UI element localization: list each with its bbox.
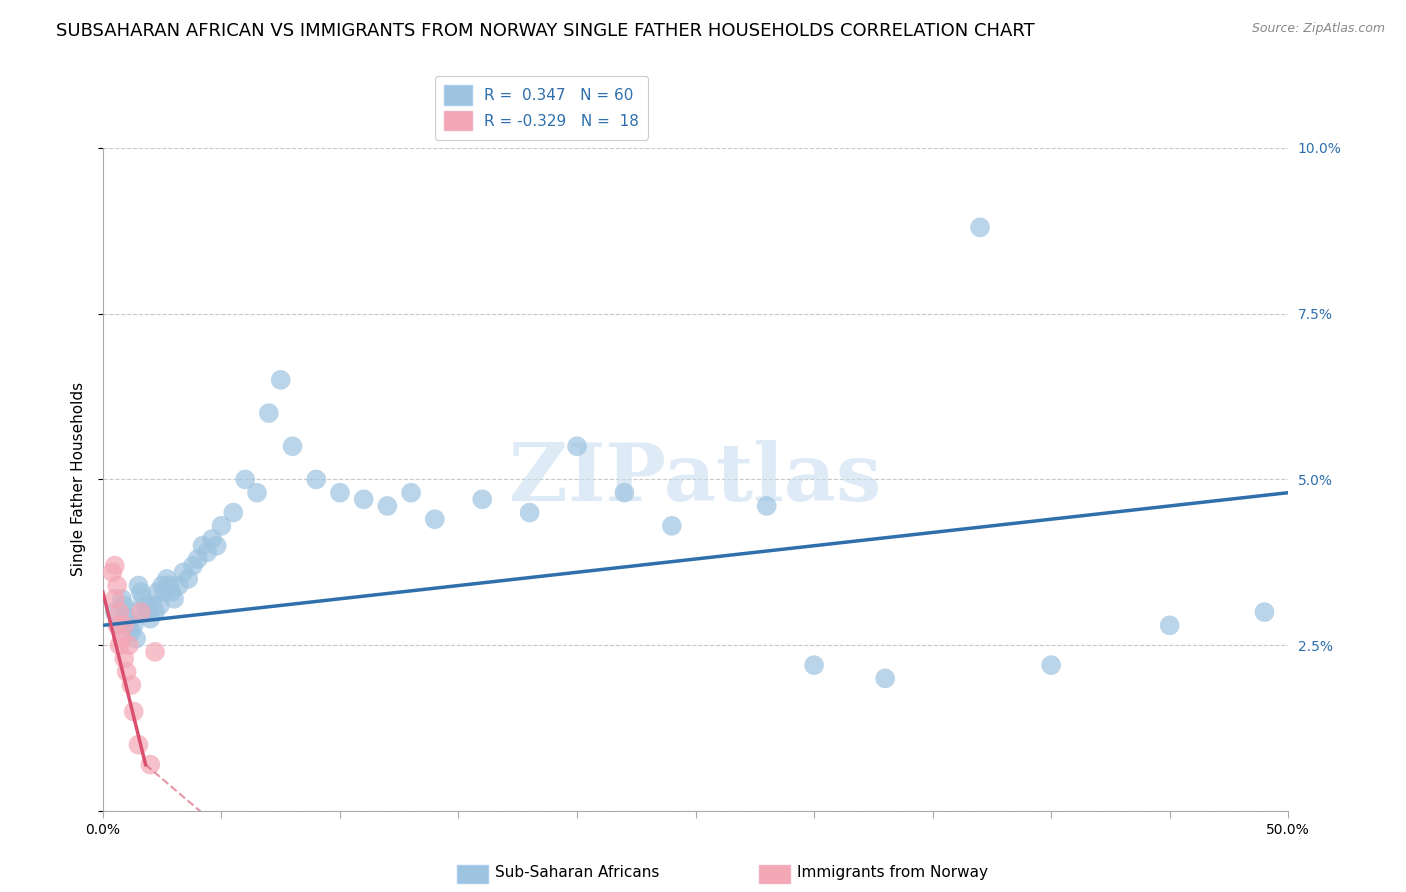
Point — [142, 599, 165, 613]
Point — [146, 585, 169, 599]
Point — [150, 578, 173, 592]
Point — [205, 539, 228, 553]
Point — [377, 499, 399, 513]
Point — [257, 406, 280, 420]
Point — [209, 519, 232, 533]
Point — [1040, 658, 1063, 673]
Point — [281, 439, 304, 453]
Text: Immigrants from Norway: Immigrants from Norway — [797, 865, 988, 880]
Point — [129, 605, 152, 619]
Point — [1253, 605, 1275, 619]
Point — [157, 578, 180, 592]
Point — [139, 612, 162, 626]
Point — [875, 672, 897, 686]
Point — [167, 578, 190, 592]
Point — [613, 485, 636, 500]
Point — [132, 591, 155, 606]
Point — [125, 632, 148, 646]
Point — [471, 492, 494, 507]
Point — [105, 578, 128, 592]
Point — [173, 566, 195, 580]
Point — [104, 591, 127, 606]
Point — [163, 591, 186, 606]
Text: SUBSAHARAN AFRICAN VS IMMIGRANTS FROM NORWAY SINGLE FATHER HOUSEHOLDS CORRELATIO: SUBSAHARAN AFRICAN VS IMMIGRANTS FROM NO… — [56, 22, 1035, 40]
Point — [399, 485, 422, 500]
Point — [519, 506, 541, 520]
Point — [115, 612, 138, 626]
Point — [108, 638, 131, 652]
Point — [135, 599, 157, 613]
Point — [120, 624, 142, 639]
Point — [111, 632, 134, 646]
Point — [104, 558, 127, 573]
Point — [191, 539, 214, 553]
Y-axis label: Single Father Households: Single Father Households — [72, 383, 86, 576]
Point — [118, 638, 141, 652]
Point — [111, 591, 134, 606]
Point — [136, 605, 159, 619]
Point — [329, 485, 352, 500]
Point — [661, 519, 683, 533]
Text: Source: ZipAtlas.com: Source: ZipAtlas.com — [1251, 22, 1385, 36]
Point — [120, 678, 142, 692]
Point — [112, 618, 135, 632]
Point — [195, 545, 218, 559]
Point — [270, 373, 292, 387]
Point — [181, 558, 204, 573]
Point — [129, 585, 152, 599]
Point — [201, 532, 224, 546]
Point — [127, 578, 149, 592]
Point — [187, 552, 209, 566]
Point — [233, 472, 256, 486]
Point — [101, 566, 124, 580]
Point — [122, 618, 145, 632]
Text: Sub-Saharan Africans: Sub-Saharan Africans — [495, 865, 659, 880]
Point — [246, 485, 269, 500]
Point — [156, 572, 179, 586]
Point — [139, 757, 162, 772]
Point — [108, 618, 131, 632]
Point — [755, 499, 778, 513]
Point — [423, 512, 446, 526]
Point — [305, 472, 328, 486]
Point — [105, 618, 128, 632]
Point — [353, 492, 375, 507]
Text: ZIPatlas: ZIPatlas — [509, 441, 882, 518]
Point — [1159, 618, 1181, 632]
Point — [112, 651, 135, 665]
Point — [127, 738, 149, 752]
Point — [565, 439, 588, 453]
Point — [118, 618, 141, 632]
Point — [149, 599, 172, 613]
Point — [108, 605, 131, 619]
Point — [104, 605, 127, 619]
Point — [153, 585, 176, 599]
Legend: R =  0.347   N = 60, R = -0.329   N =  18: R = 0.347 N = 60, R = -0.329 N = 18 — [434, 76, 648, 139]
Point — [122, 705, 145, 719]
Point — [222, 506, 245, 520]
Point — [112, 599, 135, 613]
Point — [122, 605, 145, 619]
Point — [803, 658, 825, 673]
Point — [143, 605, 166, 619]
Point — [969, 220, 991, 235]
Point — [177, 572, 200, 586]
Point — [143, 645, 166, 659]
Point — [115, 665, 138, 679]
Point — [160, 585, 183, 599]
